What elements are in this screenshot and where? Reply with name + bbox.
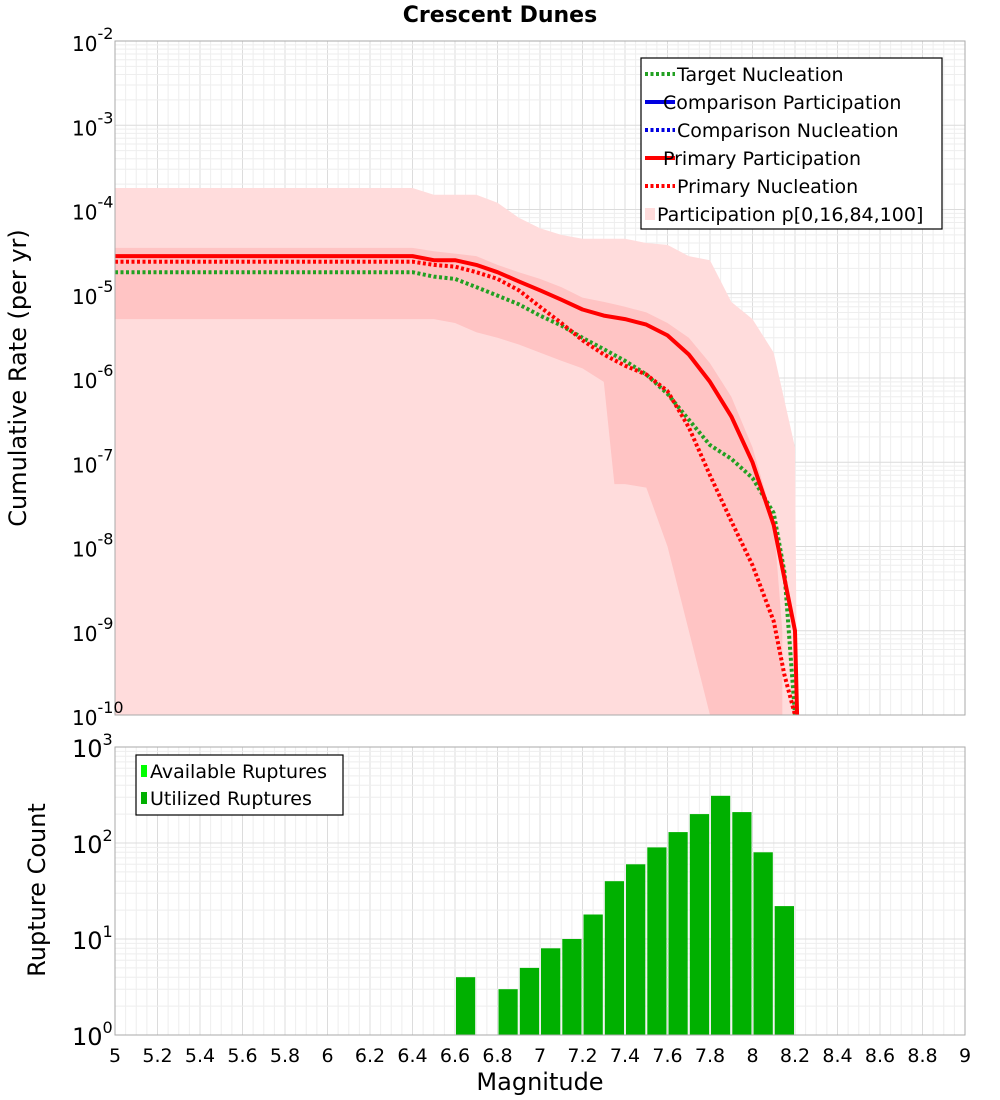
x-axis-label: Magnitude (476, 1068, 603, 1096)
x-tick-label: 9 (959, 1045, 971, 1067)
bar-utilized (711, 795, 731, 1035)
top-y-tick-label: 10-6 (72, 361, 113, 393)
bottom-legend-box (135, 754, 344, 816)
x-tick-label: 5.2 (142, 1045, 172, 1067)
x-tick-label: 5.8 (270, 1045, 300, 1067)
legend-swatch-band (645, 208, 655, 220)
x-tick-label: 6.6 (440, 1045, 470, 1067)
top-y-tick-label: 10-5 (72, 277, 113, 309)
bar-utilized (647, 847, 667, 1035)
legend-label: Utilized Ruptures (150, 788, 312, 810)
legend-label: Primary Participation (663, 148, 861, 170)
bar-utilized (732, 812, 752, 1035)
top-plot-frame (114, 40, 966, 716)
bar-utilized (583, 914, 603, 1035)
x-tick-label: 6.8 (482, 1045, 512, 1067)
top-y-tick-label: 10-9 (72, 614, 113, 646)
bar-utilized (498, 989, 518, 1035)
bar-utilized (541, 948, 561, 1035)
bar-utilized (753, 852, 773, 1035)
bar-utilized (626, 864, 646, 1035)
x-tick-label: 8 (746, 1045, 758, 1067)
top-y-axis-label: Cumulative Rate (per yr) (4, 229, 32, 527)
legend-swatch (141, 765, 147, 777)
bar-utilized (456, 977, 476, 1035)
top-legend: Target Nucleation Comparison Participatio… (640, 57, 943, 230)
series-line-0 (115, 270, 797, 716)
series-line-4 (115, 259, 797, 716)
x-tick-label: 7.4 (610, 1045, 640, 1067)
x-tick-label: 8.8 (907, 1045, 937, 1067)
x-tick-label: 8.2 (780, 1045, 810, 1067)
legend-label: Primary Nucleation (677, 176, 858, 198)
legend-label: Available Ruptures (150, 761, 327, 783)
legend-label: Participation p[0,16,84,100] (657, 204, 923, 226)
x-tick-label: 6.2 (355, 1045, 385, 1067)
bottom-legend: Available Ruptures Utilized Ruptures (135, 754, 344, 816)
bar-utilized (519, 967, 540, 1035)
legend-label: Target Nucleation (676, 64, 844, 86)
x-tick-label: 6 (321, 1045, 333, 1067)
bottom-plot-frame (114, 746, 966, 1036)
bar-utilized (562, 939, 582, 1035)
legend-swatch (141, 792, 147, 804)
x-tick-label: 8.6 (865, 1045, 895, 1067)
x-tick-label: 5.4 (185, 1045, 215, 1067)
top-y-tick-label: 10-3 (72, 108, 113, 140)
bottom-y-axis-label: Rupture Count (23, 803, 51, 977)
top-legend-box (640, 57, 943, 230)
legend-label: Comparison Participation (663, 92, 901, 114)
bar-utilized (668, 832, 688, 1035)
top-y-tick-label: 10-2 (72, 24, 113, 56)
x-tick-label: 7.6 (652, 1045, 682, 1067)
bottom-y-tick-label: 103 (72, 730, 113, 763)
x-tick-label: 8.4 (822, 1045, 852, 1067)
top-y-tick-label: 10-4 (72, 193, 113, 225)
bottom-y-tick-label: 102 (72, 826, 113, 859)
x-tick-label: 7.8 (695, 1045, 725, 1067)
top-y-tick-label: 10-7 (72, 445, 113, 477)
bottom-y-tick-label: 101 (72, 922, 113, 955)
x-tick-label: 6.4 (397, 1045, 427, 1067)
legend-label: Comparison Nucleation (677, 120, 899, 142)
x-tick-label: 5.6 (227, 1045, 257, 1067)
x-tick-label: 5 (109, 1045, 121, 1067)
x-tick-label: 7 (534, 1045, 546, 1067)
bar-utilized (774, 906, 794, 1035)
top-y-tick-label: 10-10 (72, 698, 124, 730)
series-line-3 (115, 254, 800, 716)
chart-title: Crescent Dunes (403, 3, 597, 28)
bar-utilized (689, 814, 710, 1035)
bar-utilized (604, 881, 624, 1035)
top-y-tick-label: 10-8 (72, 530, 113, 562)
bottom-y-tick-label: 100 (72, 1018, 113, 1051)
x-tick-label: 7.2 (567, 1045, 597, 1067)
band-p16-p84 (115, 247, 783, 715)
